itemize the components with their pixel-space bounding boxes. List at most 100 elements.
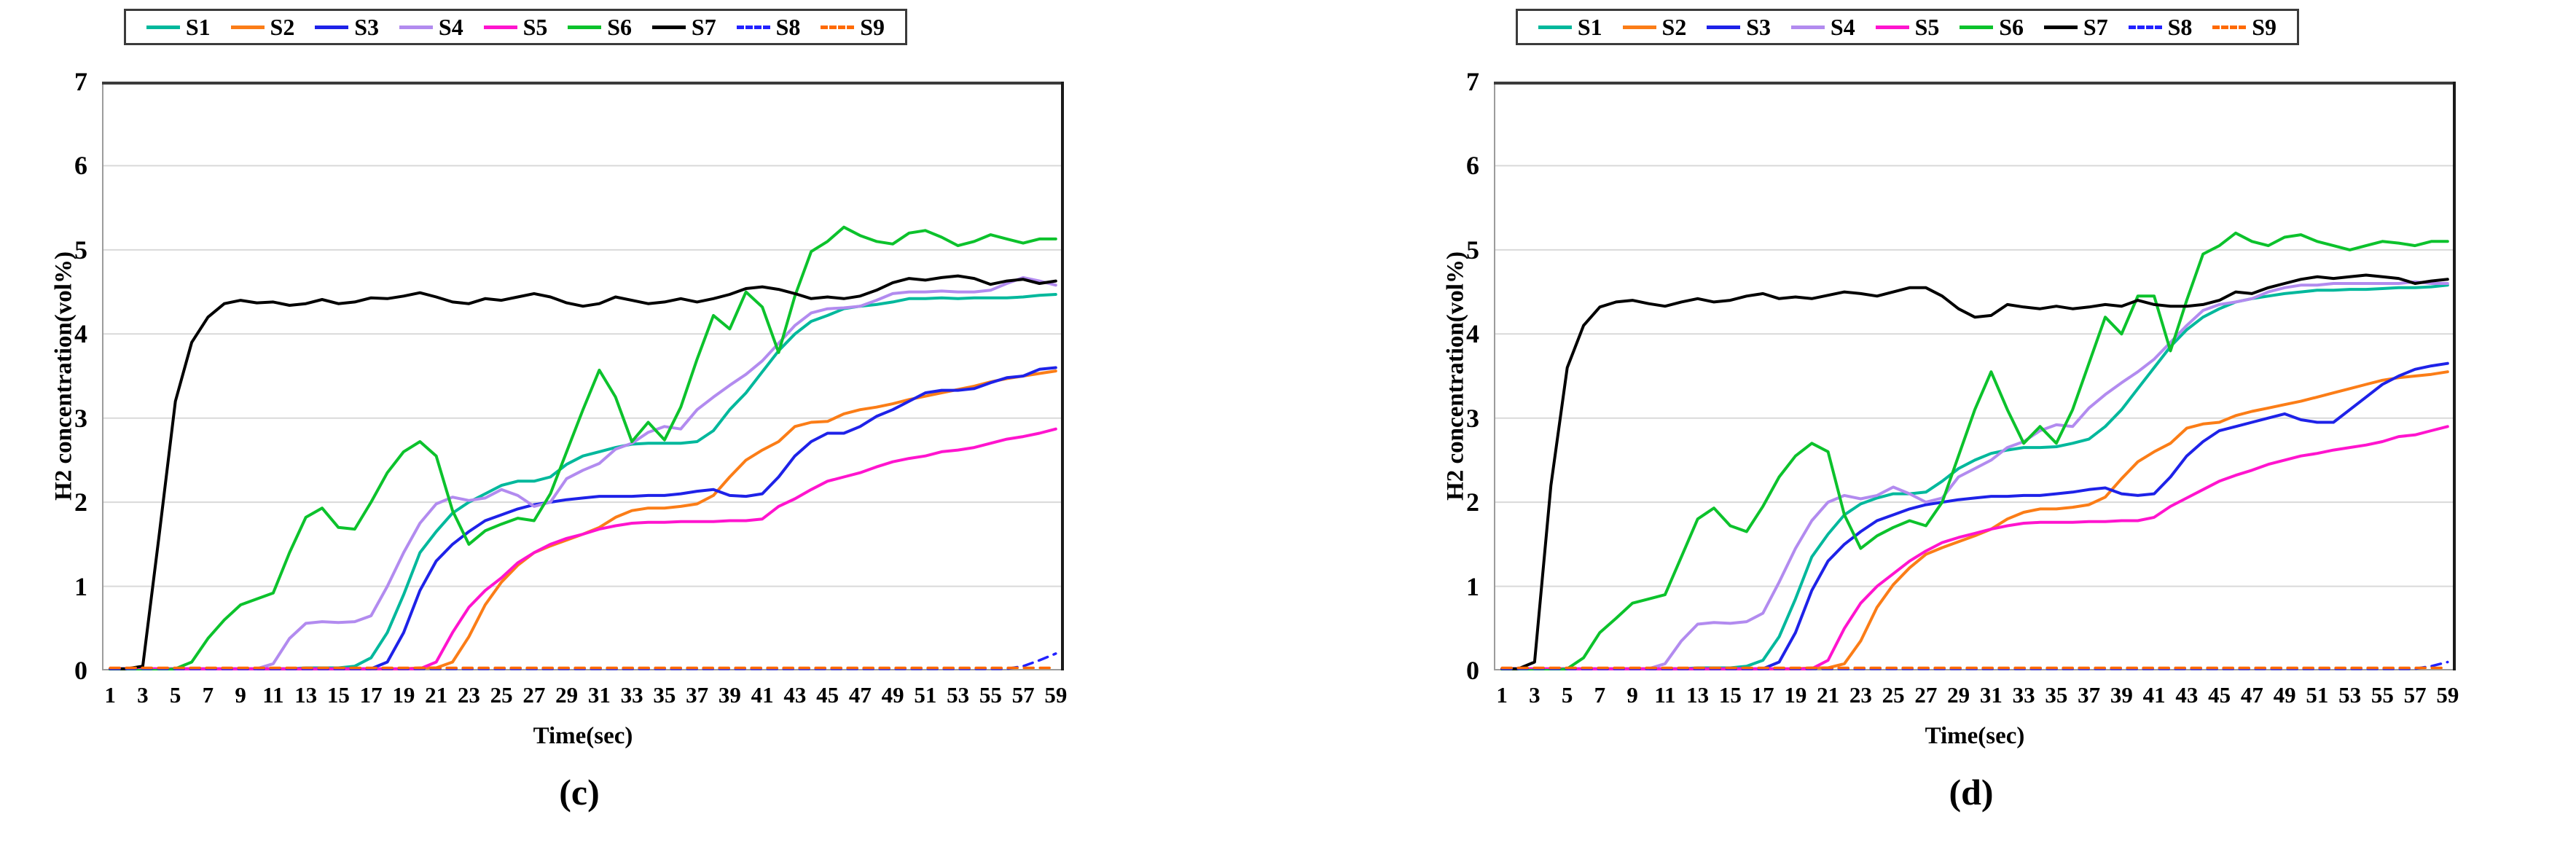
x-tick-label-17: 17: [1751, 682, 1774, 708]
y-tick-label-6: 6: [74, 151, 87, 181]
legend-item-S2: S2: [230, 14, 295, 40]
series-line-S6: [1500, 231, 2449, 670]
legend-line-sample-S4: [399, 25, 433, 29]
x-tick-label-15: 15: [326, 682, 350, 708]
x-tick-label-17: 17: [359, 682, 383, 708]
x-tick-label-41: 41: [2142, 682, 2166, 708]
x-tick-label-57: 57: [1011, 682, 1035, 708]
y-tick-label-1: 1: [74, 571, 87, 601]
series-line-S8: [109, 652, 1057, 670]
legend-item-S9: S9: [821, 15, 885, 39]
legend-item-S8: S8: [2128, 15, 2192, 39]
series-line-S1: [1500, 283, 2449, 670]
y-axis-title: H2 concentration(vol%): [1442, 251, 1469, 501]
plot-area: [1494, 82, 2456, 670]
x-tick-label-33: 33: [620, 682, 643, 708]
x-tick-label-23: 23: [1849, 682, 1872, 708]
x-tick-label-9: 9: [235, 682, 246, 708]
x-tick-label-27: 27: [522, 682, 546, 708]
legend-label-S2: S2: [270, 14, 295, 40]
legend-d: S1 S2 S3 S4 S5 S6 S7 S8 S9: [1516, 9, 2299, 45]
legend-line-sample-S8: [736, 25, 770, 29]
x-tick-label-5: 5: [1561, 682, 1573, 708]
legend-line-sample-S2: [230, 25, 265, 29]
x-tick-label-23: 23: [457, 682, 480, 708]
legend-item-S4: S4: [1790, 15, 1855, 39]
x-tick-label-47: 47: [2240, 682, 2263, 708]
legend-line-sample-S6: [1960, 25, 1994, 29]
series-line-S6: [109, 225, 1057, 670]
y-tick-label-5: 5: [1466, 235, 1479, 265]
x-tick-label-43: 43: [783, 682, 807, 708]
legend-line-sample-S1: [146, 25, 180, 29]
series-line-S7: [109, 274, 1057, 670]
legend-label-S1: S1: [1577, 14, 1602, 40]
legend-item-S6: S6: [568, 15, 632, 39]
legend-label-S1: S1: [185, 14, 211, 40]
series-line-S7: [1500, 273, 2449, 670]
x-tick-label-31: 31: [587, 682, 611, 708]
x-tick-label-45: 45: [816, 682, 839, 708]
caption: (c): [559, 772, 600, 813]
x-tick-label-51: 51: [914, 682, 937, 708]
legend-item-S3: S3: [1707, 15, 1771, 39]
legend-item-S1: S1: [1538, 15, 1602, 39]
y-tick-label-4: 4: [1466, 319, 1479, 349]
legend-line-sample-S9: [2212, 25, 2247, 29]
x-tick-label-27: 27: [1914, 682, 1938, 708]
legend-label-S3: S3: [354, 14, 380, 40]
y-tick-label-6: 6: [1466, 151, 1479, 181]
legend-label-S9: S9: [860, 14, 885, 40]
legend-label-S5: S5: [1914, 14, 1940, 40]
x-tick-label-39: 39: [2110, 682, 2133, 708]
x-tick-label-13: 13: [1686, 682, 1710, 708]
x-tick-label-7: 7: [202, 682, 214, 708]
x-tick-label-53: 53: [2338, 682, 2362, 708]
plot-area: [102, 82, 1064, 670]
y-tick-label-4: 4: [74, 319, 87, 349]
legend-label-S8: S8: [775, 14, 801, 40]
x-tick-label-3: 3: [137, 682, 149, 708]
chart-panel-c: S1 S2 S3 S4 S5 S6 S7 S8 S9 H2 concentration(vol%…: [0, 0, 1184, 865]
x-tick-label-55: 55: [2371, 682, 2394, 708]
x-tick-label-25: 25: [490, 682, 513, 708]
legend-label-S2: S2: [1661, 14, 1687, 40]
series-line-S4: [1500, 280, 2449, 670]
x-tick-label-31: 31: [1979, 682, 2003, 708]
y-tick-label-0: 0: [1466, 656, 1479, 685]
x-tick-label-53: 53: [947, 682, 970, 708]
legend-line-sample-S8: [2128, 25, 2162, 29]
legend-item-S2: S2: [1622, 14, 1687, 40]
x-tick-label-51: 51: [2306, 682, 2329, 708]
x-tick-label-57: 57: [2403, 682, 2427, 708]
x-tick-label-1: 1: [104, 682, 116, 708]
x-tick-label-59: 59: [2436, 682, 2459, 708]
x-tick-label-7: 7: [1594, 682, 1606, 708]
legend-item-S9: S9: [2212, 15, 2276, 39]
x-tick-label-49: 49: [881, 682, 904, 708]
legend-line-sample-S9: [821, 25, 855, 29]
legend-line-sample-S4: [1790, 25, 1825, 29]
caption: (d): [1949, 772, 1994, 813]
series-line-S5: [109, 427, 1057, 670]
x-axis-title: Time(sec): [533, 723, 633, 749]
x-tick-label-35: 35: [653, 682, 676, 708]
x-tick-label-19: 19: [1784, 682, 1807, 708]
x-tick-label-49: 49: [2273, 682, 2296, 708]
x-tick-label-9: 9: [1626, 682, 1638, 708]
series-line-S2: [109, 369, 1057, 670]
x-tick-label-59: 59: [1044, 682, 1068, 708]
x-tick-label-47: 47: [848, 682, 872, 708]
legend-label-S7: S7: [691, 14, 716, 40]
legend-item-S8: S8: [736, 14, 801, 40]
y-tick-label-7: 7: [74, 67, 87, 96]
legend-item-S4: S4: [399, 15, 463, 39]
x-tick-label-41: 41: [751, 682, 774, 708]
series-line-S5: [1500, 425, 2449, 670]
legend-item-S5: S5: [483, 15, 547, 39]
y-tick-label-1: 1: [1466, 571, 1479, 601]
x-tick-label-45: 45: [2208, 682, 2231, 708]
series-line-S2: [1500, 370, 2449, 670]
y-tick-label-2: 2: [1466, 488, 1479, 517]
